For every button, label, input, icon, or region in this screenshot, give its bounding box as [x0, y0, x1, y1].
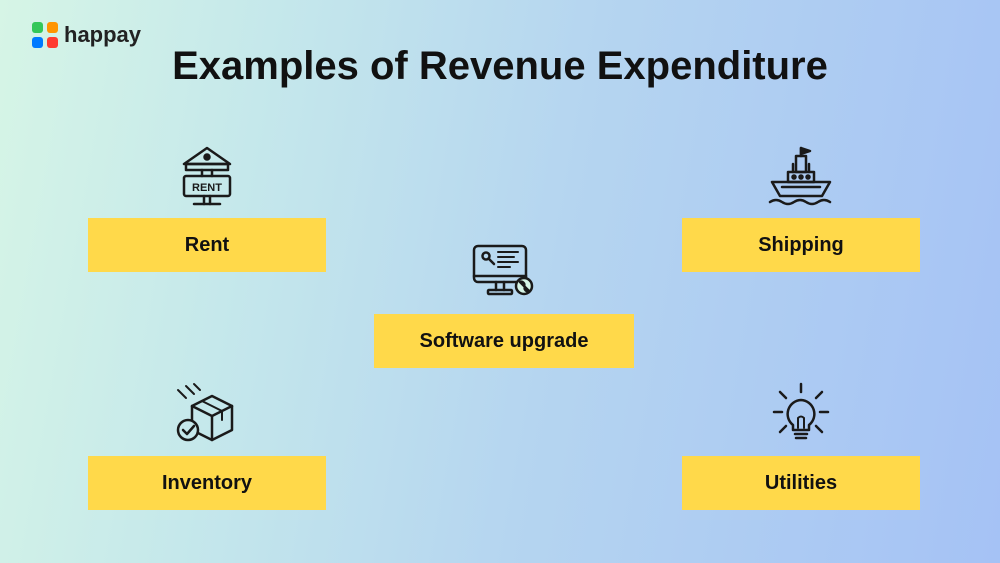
card-software-upgrade-label: Software upgrade [374, 314, 634, 368]
svg-text:RENT: RENT [192, 182, 222, 194]
card-shipping-label: Shipping [682, 218, 920, 272]
card-inventory: Inventory [88, 378, 326, 510]
lightbulb-icon [766, 378, 836, 450]
card-utilities-label: Utilities [682, 456, 920, 510]
card-inventory-label: Inventory [88, 456, 326, 510]
logo-dot-2 [47, 22, 58, 33]
card-shipping: Shipping [682, 140, 920, 272]
card-rent: RENT Rent [88, 140, 326, 272]
card-rent-label: Rent [88, 218, 326, 272]
card-utilities: Utilities [682, 378, 920, 510]
page-title: Examples of Revenue Expenditure [0, 44, 1000, 89]
logo-dot-1 [32, 22, 43, 33]
ship-icon [762, 140, 840, 212]
computer-wrench-icon [464, 236, 544, 308]
card-software-upgrade: Software upgrade [374, 236, 634, 368]
package-check-icon [168, 378, 246, 450]
rent-sign-icon: RENT [172, 140, 242, 212]
